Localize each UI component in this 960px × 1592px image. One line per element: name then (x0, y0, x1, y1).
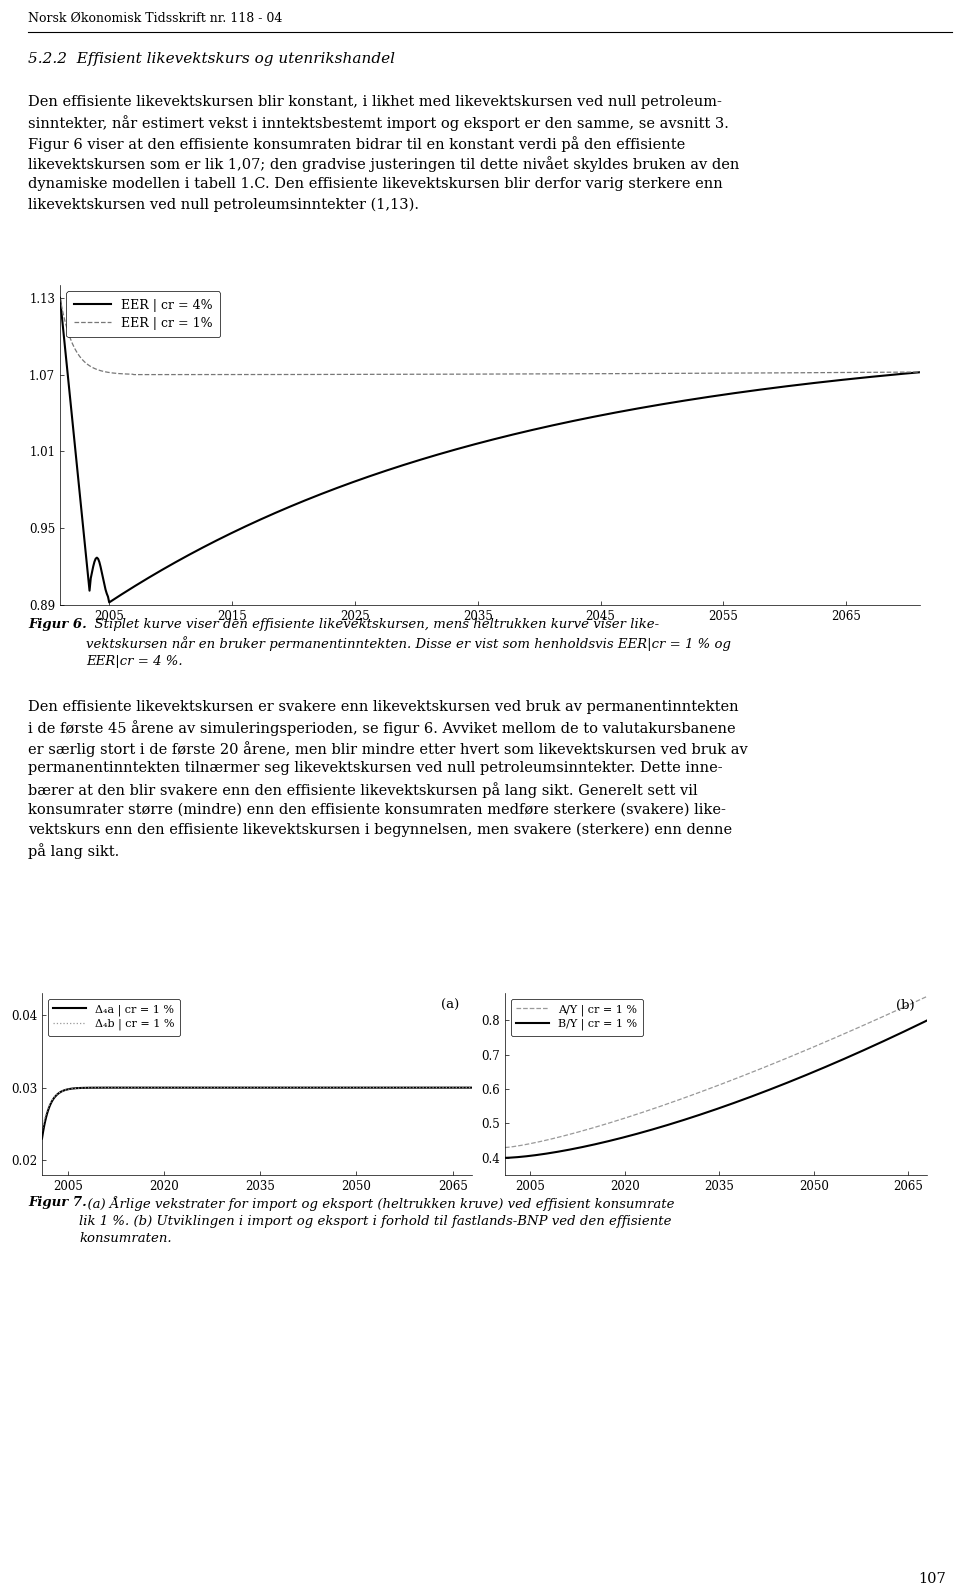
EER | cr = 1% (54, 288, 65, 307)
Text: på lang sikt.: på lang sikt. (28, 844, 119, 860)
Text: 5.2.2  Effisient likevektskurs og utenrikshandel: 5.2.2 Effisient likevektskurs og utenrik… (28, 53, 395, 65)
Line: EER | cr = 4%: EER | cr = 4% (60, 298, 920, 602)
Text: Figur 6 viser at den effisiente konsumraten bidrar til en konstant verdi på den : Figur 6 viser at den effisiente konsumra… (28, 135, 685, 151)
EER | cr = 1% (298, 365, 309, 384)
Text: er særlig stort i de første 20 årene, men blir mindre etter hvert som likevektsk: er særlig stort i de første 20 årene, me… (28, 740, 748, 756)
EER | cr = 4% (914, 363, 925, 382)
EER | cr = 4% (266, 505, 277, 524)
EER | cr = 1% (327, 365, 339, 384)
EER | cr = 4% (104, 592, 115, 611)
EER | cr = 1% (128, 365, 139, 384)
Text: Stiplet kurve viser den effisiente likevektskursen, mens heltrukken kurve viser : Stiplet kurve viser den effisiente likev… (86, 618, 731, 667)
Text: Norsk Økonomisk Tidsskrift nr. 118 - 04: Norsk Økonomisk Tidsskrift nr. 118 - 04 (28, 13, 282, 25)
Text: (a): (a) (441, 998, 459, 1011)
Legend: A/Y | cr = 1 %, B/Y | cr = 1 %: A/Y | cr = 1 %, B/Y | cr = 1 % (511, 998, 643, 1036)
EER | cr = 4% (620, 401, 632, 420)
Text: dynamiske modellen i tabell 1.C. Den effisiente likevektskursen blir derfor vari: dynamiske modellen i tabell 1.C. Den eff… (28, 177, 723, 191)
EER | cr = 1% (830, 363, 842, 382)
Text: i de første 45 årene av simuleringsperioden, se figur 6. Avviket mellom de to va: i de første 45 årene av simuleringsperio… (28, 721, 735, 737)
Legend: EER | cr = 4%, EER | cr = 1%: EER | cr = 4%, EER | cr = 1% (66, 291, 221, 338)
EER | cr = 1% (620, 365, 632, 384)
Text: likevektskursen ved null petroleumsinntekter (1,13).: likevektskursen ved null petroleumsinnte… (28, 197, 419, 212)
EER | cr = 4% (298, 492, 309, 511)
Text: 107: 107 (919, 1571, 946, 1586)
Text: Den effisiente likevektskursen er svakere enn likevektskursen ved bruk av perman: Den effisiente likevektskursen er svaker… (28, 700, 738, 713)
EER | cr = 4% (725, 384, 736, 403)
EER | cr = 1% (914, 363, 925, 382)
Text: konsumrater større (mindre) enn den effisiente konsumraten medføre sterkere (sva: konsumrater større (mindre) enn den effi… (28, 802, 726, 817)
Text: (a) Årlige vekstrater for import og eksport (heltrukken kruve) ved effisient kon: (a) Årlige vekstrater for import og eksp… (79, 1196, 675, 1245)
Text: Den effisiente likevektskursen blir konstant, i likhet med likevektskursen ved n: Den effisiente likevektskursen blir kons… (28, 96, 722, 108)
Text: bærer at den blir svakere enn den effisiente likevektskursen på lang sikt. Gener: bærer at den blir svakere enn den effisi… (28, 782, 698, 798)
Text: sinntekter, når estimert vekst i inntektsbestemt import og eksport er den samme,: sinntekter, når estimert vekst i inntekt… (28, 116, 729, 132)
EER | cr = 4% (54, 288, 65, 307)
EER | cr = 4% (830, 371, 842, 390)
Text: Figur 7.: Figur 7. (28, 1196, 86, 1208)
Text: vektskurs enn den effisiente likevektskursen i begynnelsen, men svakere (sterker: vektskurs enn den effisiente likevektsku… (28, 823, 732, 837)
Text: permanentinntekten tilnærmer seg likevektskursen ved null petroleumsinntekter. D: permanentinntekten tilnærmer seg likevek… (28, 761, 723, 775)
EER | cr = 4% (327, 479, 339, 498)
Text: Figur 6.: Figur 6. (28, 618, 86, 630)
Text: (b): (b) (896, 998, 914, 1011)
Line: EER | cr = 1%: EER | cr = 1% (60, 298, 920, 374)
Legend: Δ₄a | cr = 1 %, Δ₄b | cr = 1 %: Δ₄a | cr = 1 %, Δ₄b | cr = 1 % (48, 998, 180, 1036)
EER | cr = 1% (266, 365, 277, 384)
EER | cr = 1% (725, 363, 736, 382)
Text: likevektskursen som er lik 1,07; den gradvise justeringen til dette nivået skyld: likevektskursen som er lik 1,07; den gra… (28, 156, 739, 172)
